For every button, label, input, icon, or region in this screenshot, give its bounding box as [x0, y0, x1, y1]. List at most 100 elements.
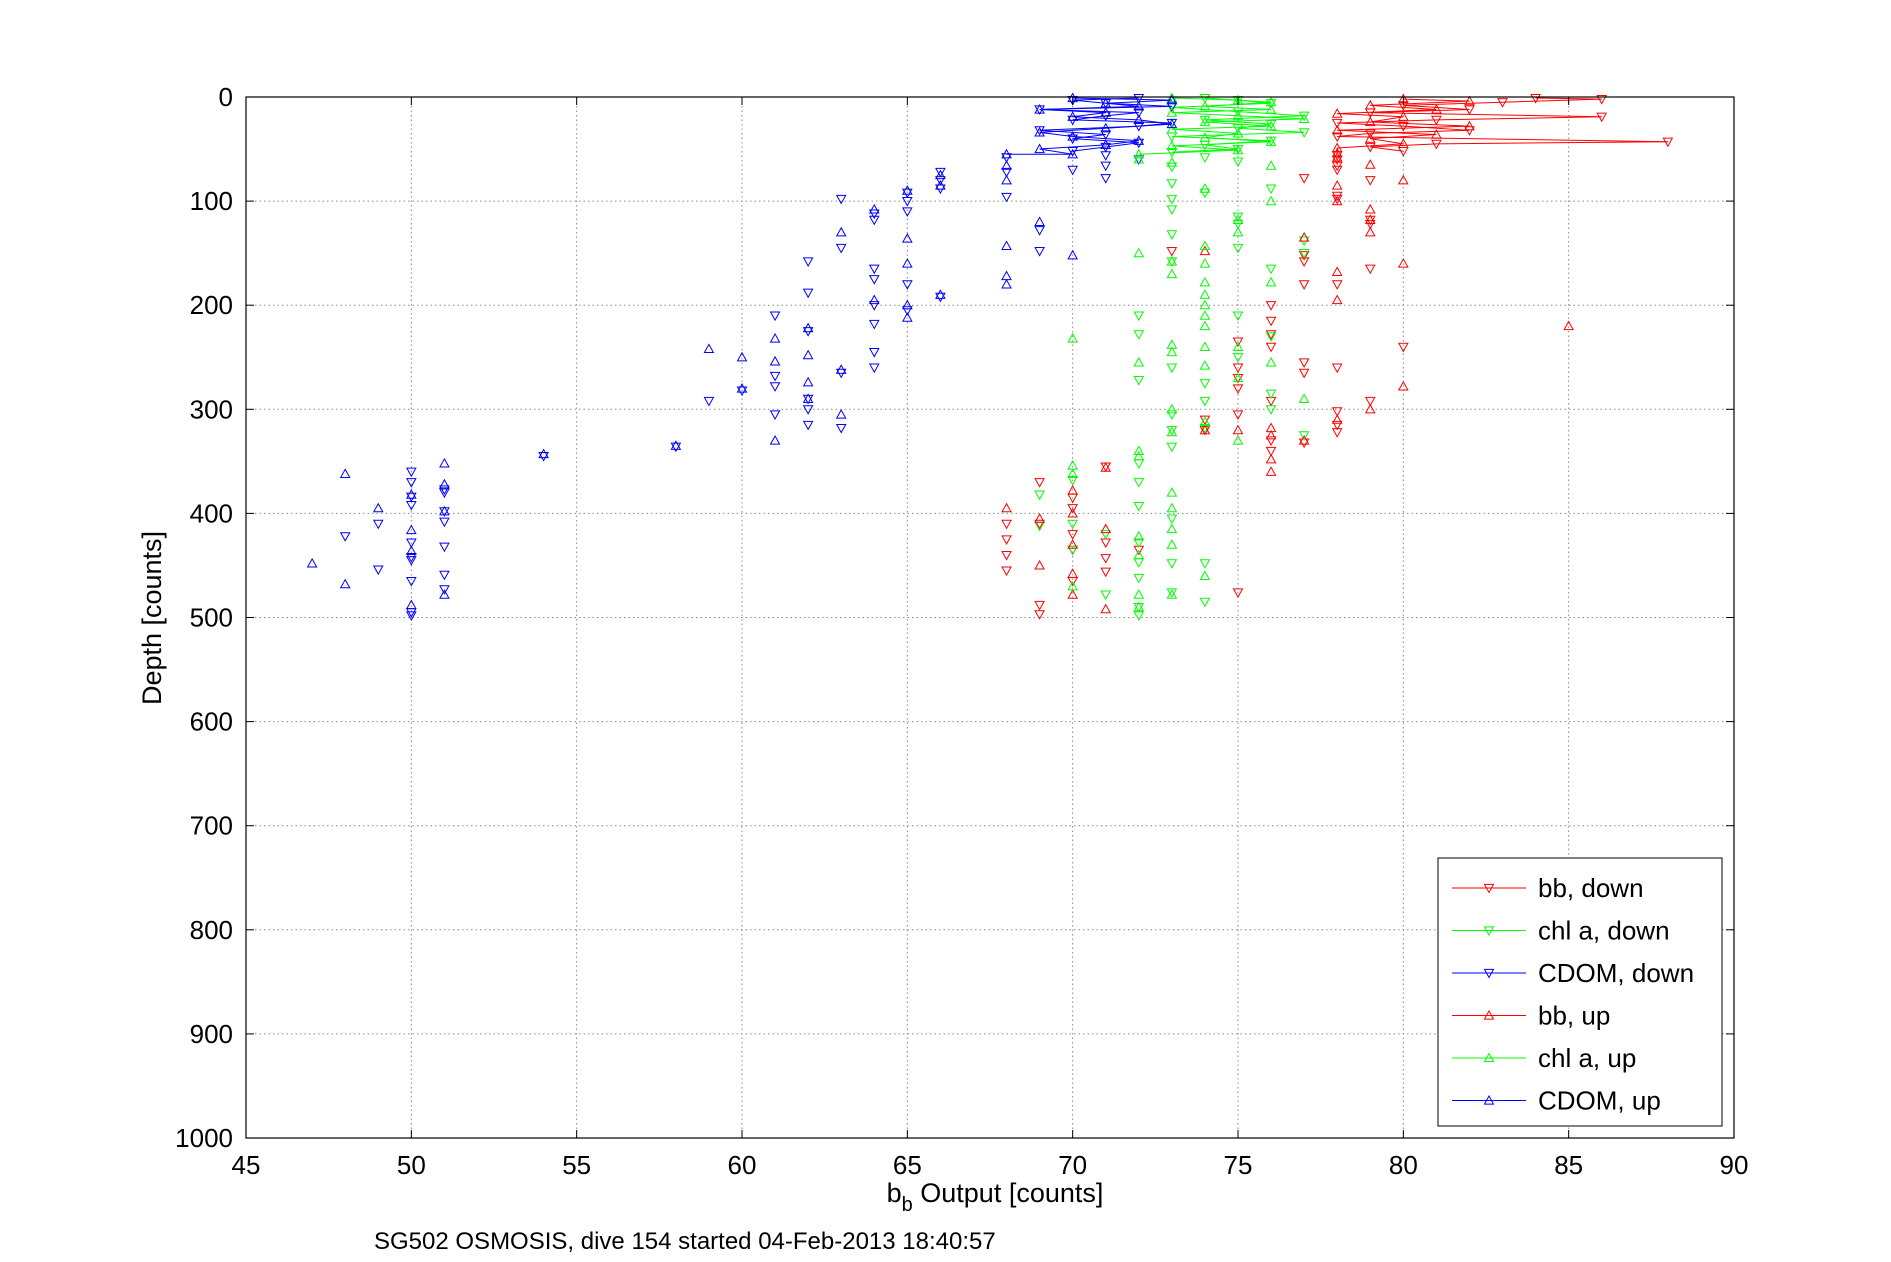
- data-point: [1166, 559, 1178, 569]
- data-point: [1397, 174, 1409, 185]
- data-point: [1199, 310, 1211, 320]
- data-point: [1001, 550, 1012, 561]
- data-point: [1431, 139, 1442, 150]
- data-point: [372, 519, 384, 530]
- y-tick-label: 0: [219, 82, 233, 112]
- series-line-segment: [1370, 108, 1470, 114]
- series-line-segment: [1072, 99, 1106, 104]
- data-point: [1067, 249, 1079, 260]
- data-point: [1331, 118, 1343, 129]
- data-point: [1166, 157, 1178, 167]
- data-point: [670, 442, 682, 453]
- data-point: [1232, 588, 1244, 599]
- data-point: [1265, 136, 1277, 146]
- data-point: [1232, 384, 1244, 395]
- data-point: [1067, 545, 1079, 556]
- y-tick-label: 1000: [175, 1123, 233, 1153]
- data-point: [901, 306, 913, 316]
- data-point: [1100, 122, 1112, 133]
- data-point: [1001, 519, 1012, 530]
- data-point: [1331, 147, 1343, 158]
- data-point: [1067, 147, 1079, 157]
- data-point: [1100, 130, 1112, 141]
- data-point: [1166, 194, 1178, 205]
- data-point: [868, 209, 880, 220]
- data-point: [1232, 243, 1244, 254]
- data-point: [868, 347, 880, 358]
- data-point: [1298, 280, 1310, 290]
- data-point: [1067, 507, 1079, 518]
- x-axis-label: bb Output [counts]: [887, 1178, 1104, 1216]
- series-line-segment: [1370, 129, 1470, 134]
- series-line-segment: [1337, 125, 1470, 131]
- legend-label: bb, up: [1538, 1001, 1610, 1031]
- legend-marker: [1483, 1094, 1495, 1105]
- data-point: [1331, 407, 1343, 417]
- data-point: [1001, 240, 1012, 250]
- data-point: [1331, 195, 1343, 206]
- data-point: [1232, 110, 1244, 120]
- data-point: [901, 185, 913, 195]
- data-point: [1364, 99, 1376, 110]
- data-point: [1100, 97, 1112, 108]
- data-point: [1364, 159, 1376, 169]
- data-point: [1199, 396, 1211, 407]
- series-line-segment: [1204, 118, 1305, 123]
- series-line-segment: [1337, 132, 1371, 138]
- data-point: [1100, 161, 1112, 172]
- data-point: [1133, 93, 1145, 104]
- series-line-segment: [1370, 121, 1470, 127]
- data-point: [1133, 311, 1145, 322]
- legend-label: CDOM, down: [1538, 958, 1694, 988]
- data-point: [1298, 368, 1310, 379]
- series-line-segment: [1204, 119, 1272, 125]
- series-line-segment: [1337, 119, 1437, 124]
- data-point: [306, 557, 318, 568]
- series-line-segment: [1204, 105, 1272, 110]
- data-point: [1133, 549, 1145, 560]
- data-point: [1298, 232, 1310, 242]
- legend-marker: [1483, 968, 1495, 979]
- data-point: [868, 215, 880, 226]
- legend: bb, down chl a, down CDOM, down bb, up chl a…: [1437, 857, 1723, 1127]
- data-point: [1166, 268, 1178, 279]
- data-point: [1133, 589, 1145, 599]
- series-line-segment: [1337, 113, 1404, 118]
- series-line-segment: [1105, 123, 1172, 129]
- data-point: [405, 492, 417, 503]
- data-point: [1397, 258, 1409, 268]
- series-line-segment: [1337, 143, 1404, 149]
- data-point: [1166, 162, 1178, 173]
- data-point: [901, 258, 913, 268]
- series-bb-up: [1001, 93, 1575, 614]
- data-point: [1331, 194, 1343, 205]
- data-point: [1067, 539, 1079, 549]
- legend-label: bb, down: [1538, 873, 1644, 903]
- series-line-segment: [1403, 98, 1470, 102]
- data-point: [439, 485, 450, 495]
- data-point: [1067, 131, 1079, 141]
- data-point: [1166, 502, 1178, 513]
- series-line-segment: [1105, 112, 1139, 117]
- data-point: [1397, 342, 1409, 353]
- series-line-segment: [1370, 146, 1404, 152]
- data-point: [901, 197, 913, 207]
- series-line-segment: [1138, 119, 1172, 125]
- series-line-segment: [1436, 116, 1602, 121]
- data-point: [1133, 108, 1145, 119]
- series-line-segment: [1171, 125, 1272, 130]
- series-line-segment: [1105, 102, 1139, 107]
- data-point: [769, 371, 781, 382]
- data-point: [1397, 111, 1409, 121]
- series-line-segment: [1039, 144, 1106, 150]
- data-point: [339, 532, 351, 542]
- data-point: [1100, 462, 1112, 472]
- data-point: [1199, 299, 1211, 310]
- y-tick-label: 800: [190, 915, 233, 945]
- data-point: [1166, 487, 1178, 497]
- data-point: [439, 488, 450, 499]
- data-point: [769, 435, 781, 445]
- data-point: [1166, 123, 1178, 134]
- data-point: [1265, 332, 1277, 342]
- data-point: [1265, 436, 1277, 447]
